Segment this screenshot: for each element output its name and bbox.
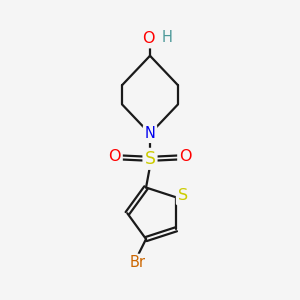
Text: H: H bbox=[162, 30, 172, 45]
Text: Br: Br bbox=[129, 256, 145, 271]
Text: O: O bbox=[108, 149, 121, 164]
Text: N: N bbox=[145, 126, 155, 141]
Text: S: S bbox=[145, 150, 155, 168]
Text: O: O bbox=[179, 149, 192, 164]
Text: O: O bbox=[142, 32, 155, 46]
Text: S: S bbox=[178, 188, 188, 203]
